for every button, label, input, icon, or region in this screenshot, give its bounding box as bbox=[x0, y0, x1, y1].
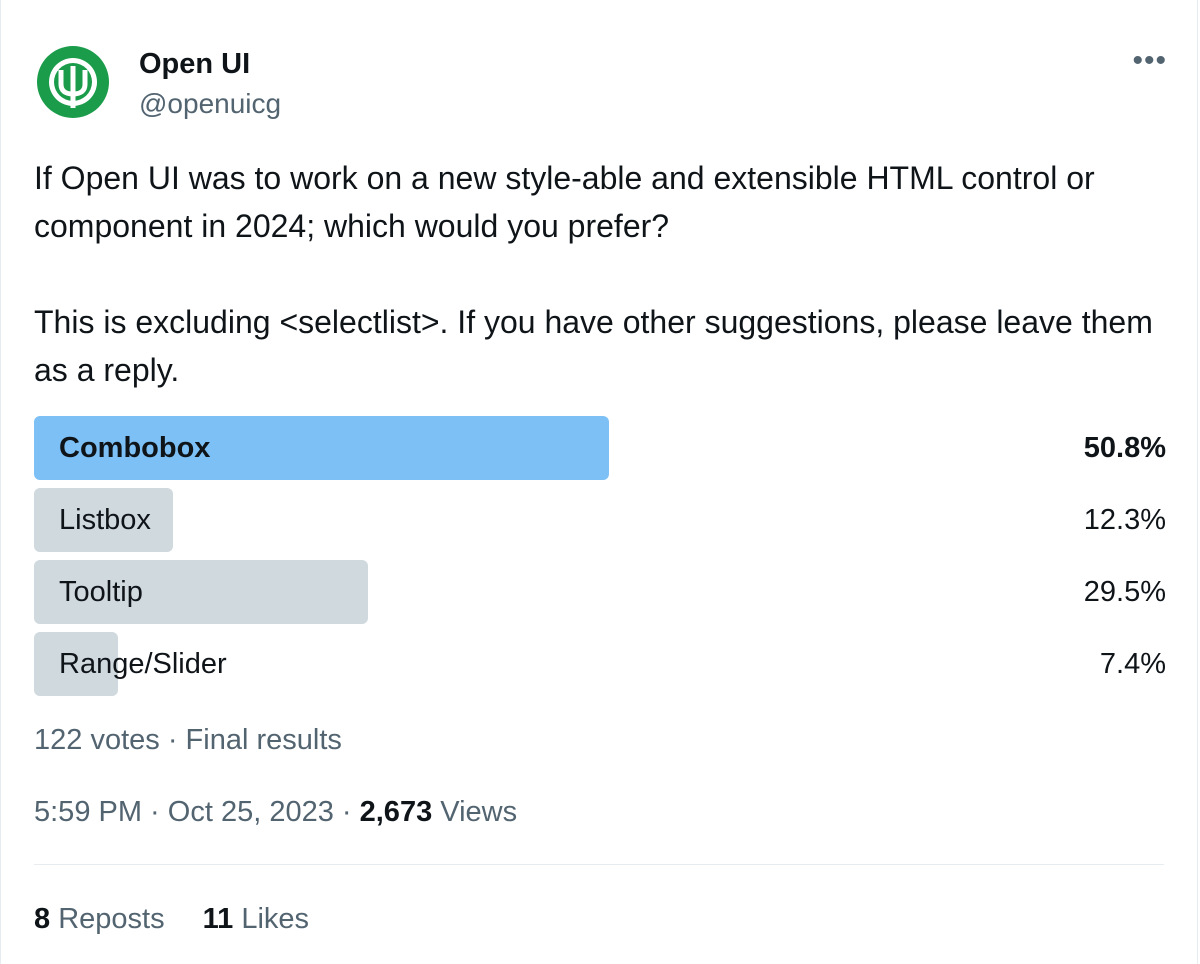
views-count: 2,673 bbox=[359, 796, 433, 828]
reposts-link[interactable]: 8 Reposts bbox=[34, 903, 165, 935]
author-handle[interactable]: @openuicg bbox=[139, 88, 282, 119]
poll-option-percent: 12.3% bbox=[1083, 504, 1166, 536]
reposts-label: Reposts bbox=[58, 903, 165, 935]
poll-meta: 122 votes · Final results bbox=[34, 722, 342, 758]
poll-option: Tooltip 29.5% bbox=[34, 560, 1166, 624]
poll-option-label: Listbox bbox=[59, 504, 151, 536]
likes-count: 11 bbox=[202, 903, 234, 935]
poll-option-percent: 7.4% bbox=[1099, 648, 1166, 680]
poll-status: Final results bbox=[185, 724, 342, 756]
divider bbox=[34, 864, 1164, 865]
poll-option-bar bbox=[34, 416, 609, 480]
reposts-count: 8 bbox=[34, 903, 51, 935]
engagement-stats: 8 Reposts 11 Likes bbox=[34, 901, 309, 937]
likes-label: Likes bbox=[241, 903, 310, 935]
likes-link[interactable]: 11 Likes bbox=[203, 903, 309, 935]
tweet-paragraph: This is excluding <selectlist>. If you h… bbox=[34, 304, 1153, 388]
separator: · bbox=[142, 796, 168, 828]
poll-option-bar bbox=[34, 488, 173, 552]
poll-option-label: Range/Slider bbox=[59, 648, 227, 680]
separator: · bbox=[333, 796, 360, 828]
views-label: Views bbox=[440, 796, 518, 828]
tweet-date[interactable]: Oct 25, 2023 bbox=[167, 796, 334, 828]
tweet-text: If Open UI was to work on a new style-ab… bbox=[34, 154, 1174, 394]
poll-option-percent: 50.8% bbox=[1083, 432, 1166, 464]
poll-option: Combobox 50.8% bbox=[34, 416, 1166, 480]
open-ui-logo-icon bbox=[37, 46, 109, 118]
poll: Combobox 50.8% Listbox 12.3% Tooltip 29.5% Ran… bbox=[34, 416, 1166, 704]
more-icon[interactable]: ••• bbox=[1132, 44, 1167, 77]
poll-option: Range/Slider 7.4% bbox=[34, 632, 1166, 696]
author-name[interactable]: Open UI bbox=[139, 48, 251, 80]
tweet-time[interactable]: 5:59 PM bbox=[34, 796, 142, 828]
poll-option-bar bbox=[34, 560, 368, 624]
poll-option: Listbox 12.3% bbox=[34, 488, 1166, 552]
tweet-timestamp-row: 5:59 PM · Oct 25, 2023 · 2,673 Views bbox=[34, 794, 517, 830]
avatar[interactable] bbox=[37, 46, 109, 118]
separator: · bbox=[159, 724, 186, 756]
author-block: Open UI @openuicg bbox=[139, 46, 281, 122]
poll-option-bar bbox=[34, 632, 118, 696]
poll-option-label: Tooltip bbox=[59, 576, 143, 608]
poll-option-label: Combobox bbox=[59, 432, 211, 464]
poll-votes: 122 votes bbox=[34, 724, 160, 756]
tweet-paragraph: If Open UI was to work on a new style-ab… bbox=[34, 160, 1095, 244]
poll-option-percent: 29.5% bbox=[1083, 576, 1166, 608]
